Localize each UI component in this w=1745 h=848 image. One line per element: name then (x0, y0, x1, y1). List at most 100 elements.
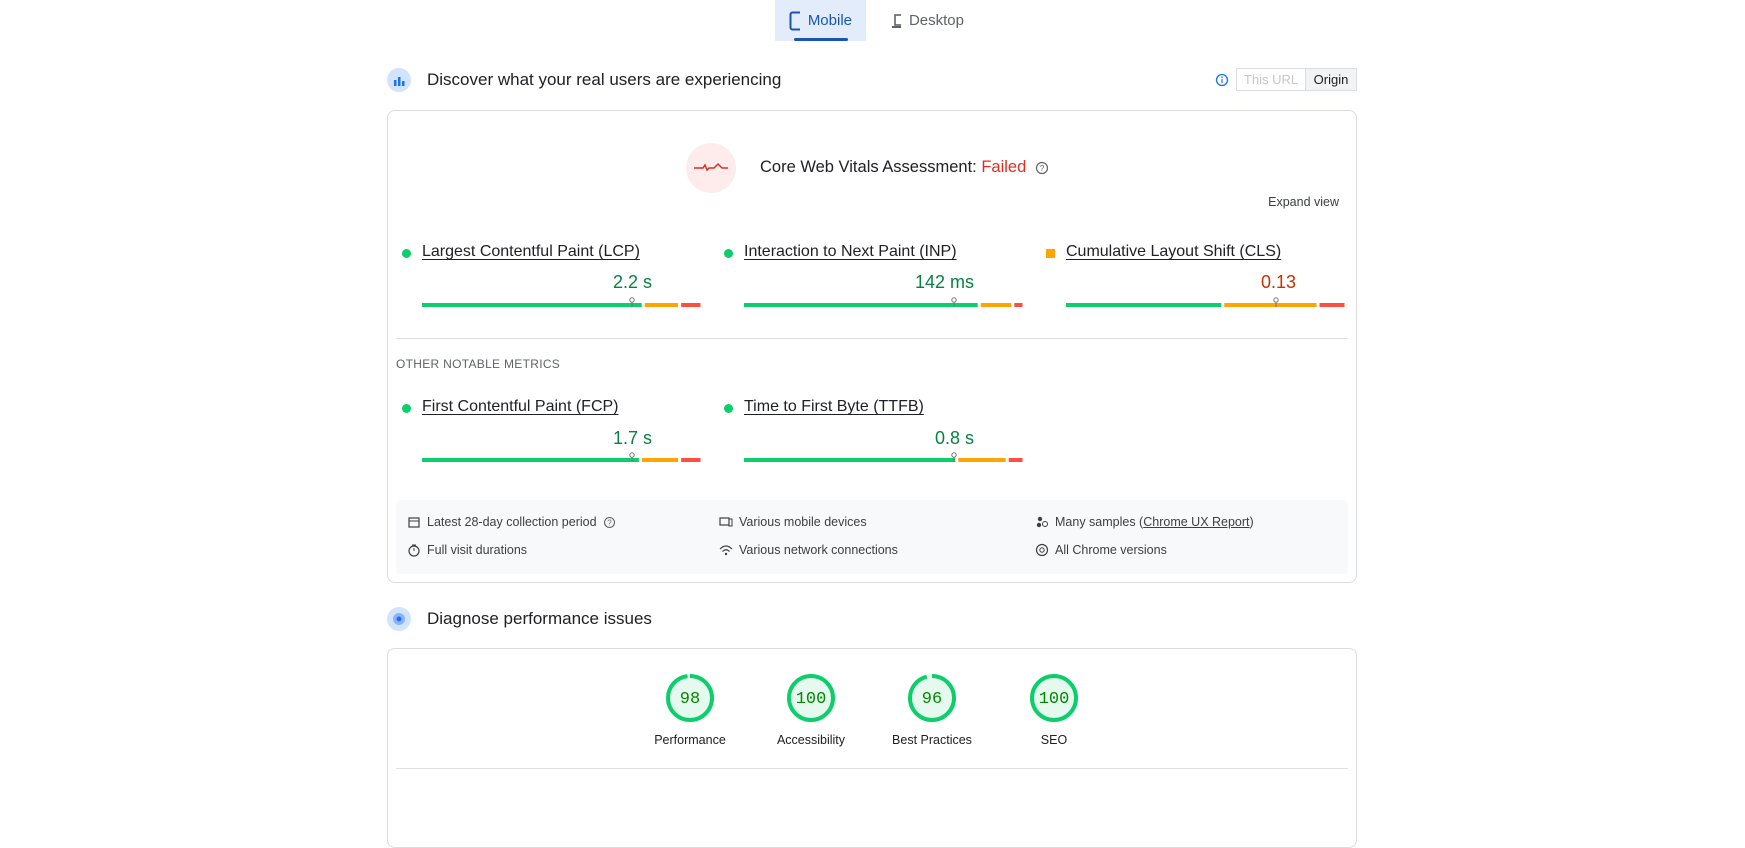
distribution-segment (1014, 303, 1023, 307)
score-gauge[interactable]: 96 (904, 670, 960, 726)
detail: Full visit durations (407, 543, 527, 557)
detail-text: Many samples ( (1055, 515, 1144, 529)
detail-text-group: All Chrome versions (1055, 543, 1167, 557)
score-gauge[interactable]: 100 (783, 670, 839, 726)
metric-name[interactable]: Time to First Byte (TTFB) (744, 398, 924, 415)
detail-link[interactable]: Chrome UX Report (1143, 515, 1250, 529)
toggle-origin[interactable]: Origin (1305, 68, 1357, 91)
detail: Many samples (Chrome UX Report) (1035, 515, 1254, 529)
metric-name[interactable]: Largest Contentful Paint (LCP) (422, 243, 640, 260)
distribution-segment (681, 458, 701, 462)
detail-text-group: Latest 28-day collection period (427, 515, 597, 529)
gauge-score: 100 (1039, 690, 1070, 709)
metric-value: 0.13 (1260, 272, 1296, 292)
distribution-segment (1008, 458, 1023, 462)
distribution-bar (744, 452, 1023, 462)
toggle-url[interactable]: This URL (1236, 68, 1306, 91)
detail-text-group: Many samples (Chrome UX Report) (1055, 515, 1254, 529)
assessment-icon (686, 143, 736, 193)
detail-text: Latest 28-day collection period (427, 515, 597, 529)
gauge-score: 100 (796, 690, 827, 709)
gauge-arc (908, 674, 956, 722)
metric-name[interactable]: Cumulative Layout Shift (CLS) (1066, 243, 1282, 260)
distribution-segment (681, 303, 701, 307)
tab-mobile[interactable]: Mobile (775, 0, 866, 41)
distribution-segment (1319, 303, 1345, 307)
detail-icon (408, 544, 420, 557)
p75-marker-head (629, 452, 635, 458)
status-dot (402, 404, 411, 413)
detail-icon (1035, 543, 1049, 557)
gauge-label: SEO (1040, 733, 1068, 747)
svg-text:?: ? (1040, 164, 1045, 173)
lab-card (387, 648, 1357, 848)
distribution-segment (422, 303, 642, 307)
detail: Latest 28-day collection period? (407, 515, 616, 529)
p75-marker-head (1273, 297, 1279, 303)
field-icon (387, 68, 411, 92)
detail: Various mobile devices (719, 515, 867, 529)
section-title: Diagnose performance issues (427, 609, 652, 628)
other-heading: OTHER NOTABLE METRICS (396, 357, 561, 371)
gauge-label: Accessibility (776, 733, 846, 747)
distribution-bar (1066, 297, 1345, 307)
gauge-score: 98 (680, 690, 700, 709)
divider (396, 338, 1348, 339)
divider (396, 768, 1348, 769)
detail-icon (719, 517, 733, 527)
tab-desktop[interactable]: Desktop (878, 0, 978, 41)
status-dot (724, 249, 733, 258)
section-title: Discover what your real users are experi… (427, 70, 782, 89)
metric-name[interactable]: Interaction to Next Paint (INP) (744, 243, 957, 260)
detail-text: ) (1249, 515, 1254, 529)
detail-icon (719, 545, 733, 556)
distribution-bar (422, 297, 701, 307)
gauge-label: Best Practices (892, 733, 972, 747)
tab-label: Desktop (908, 12, 964, 29)
detail-text: All Chrome versions (1055, 543, 1167, 557)
detail-icon (408, 517, 420, 528)
distribution-segment (644, 303, 679, 307)
score-gauge[interactable]: 98 (662, 670, 718, 726)
p75-marker-head (951, 297, 957, 303)
assessment: Core Web Vitals Assessment: Failed (760, 158, 1026, 177)
svg-text:?: ? (607, 518, 612, 527)
score-gauge[interactable]: 100 (1026, 670, 1082, 726)
detail: All Chrome versions (1035, 543, 1167, 557)
detail-text-group: Full visit durations (427, 543, 527, 557)
detail-text: Various mobile devices (739, 515, 867, 529)
detail-text-group: Various network connections (739, 543, 898, 557)
detail-icon (1036, 516, 1048, 528)
detail: Various network connections (719, 543, 898, 557)
expand-view[interactable]: Expand view (1268, 195, 1339, 209)
page: {"tabs":[{"label":"Mobile","selected":tr… (387, 0, 1357, 848)
metric-name[interactable]: First Contentful Paint (FCP) (422, 398, 619, 415)
gauge-label: Performance (654, 733, 726, 747)
distribution-segment (1066, 303, 1222, 307)
lab-icon (387, 607, 411, 631)
status-square (1046, 249, 1055, 258)
status-dot (724, 404, 733, 413)
details-box (396, 500, 1348, 574)
distribution-segment (958, 458, 1006, 462)
detail-text: Full visit durations (427, 543, 528, 557)
distribution-segment (641, 458, 679, 462)
metric-value: 2.2 s (612, 272, 652, 292)
p75-marker-head (629, 297, 635, 303)
metric-value: 1.7 s (612, 428, 652, 448)
distribution-bar (422, 452, 701, 462)
help-icon: ? (1035, 161, 1049, 175)
laptop-icon (892, 13, 901, 28)
distribution-segment (422, 458, 639, 462)
status-dot (402, 249, 411, 258)
p75-marker-head (951, 452, 957, 458)
gauge-score: 96 (922, 690, 942, 709)
gauge-arc (666, 674, 714, 722)
detail-text-group: Various mobile devices (739, 515, 867, 529)
distribution-bar (744, 297, 1023, 307)
tab-label: Mobile (807, 12, 852, 29)
distribution-segment (1224, 303, 1317, 307)
distribution-segment (744, 303, 978, 307)
gauge-arc (787, 674, 835, 722)
info-icon (1215, 73, 1229, 87)
